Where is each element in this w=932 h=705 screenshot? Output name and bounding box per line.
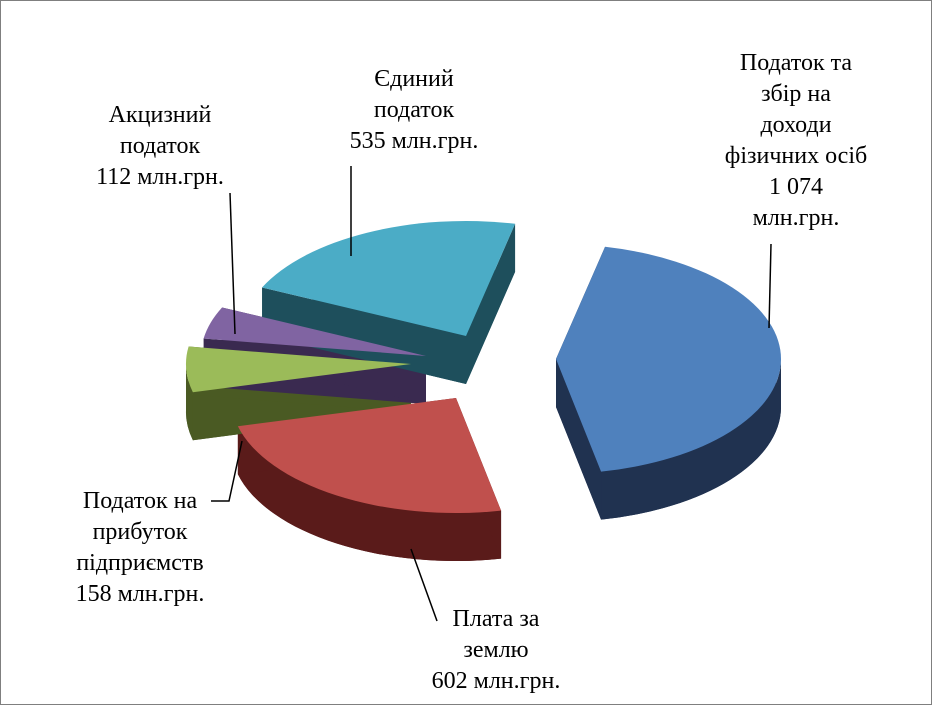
slice-4-side-1	[466, 223, 516, 384]
slice-1-wall-0	[237, 426, 502, 562]
slice-2-top	[186, 346, 411, 393]
label-profit: Податок на прибуток підприємств 158 млн.…	[75, 488, 205, 607]
label-land: Плата за землю 602 млн.грн.	[431, 606, 561, 694]
leader-lines	[211, 166, 772, 622]
leader-line-0	[768, 243, 772, 329]
leader-line-1	[410, 548, 438, 622]
label-pdfo: Податок та збір на доходи фізичних осіб …	[724, 50, 868, 231]
slice-3-top	[203, 307, 426, 356]
label-single: Єдиний податок 535 млн.грн.	[349, 66, 479, 154]
slice-4-side-0	[262, 287, 466, 384]
slice-0-top	[556, 246, 781, 472]
leader-line-2	[211, 440, 243, 502]
slice-0-side-1	[556, 359, 602, 520]
slice-tops	[186, 221, 781, 513]
label-excise: Акцизний податок 112 млн.грн.	[96, 102, 224, 190]
slice-2-wall-0	[186, 364, 193, 441]
leader-line-3	[229, 192, 236, 335]
slice-1-top	[237, 398, 502, 513]
slice-0-wall-0	[601, 359, 781, 520]
slice-4-top	[262, 221, 516, 336]
